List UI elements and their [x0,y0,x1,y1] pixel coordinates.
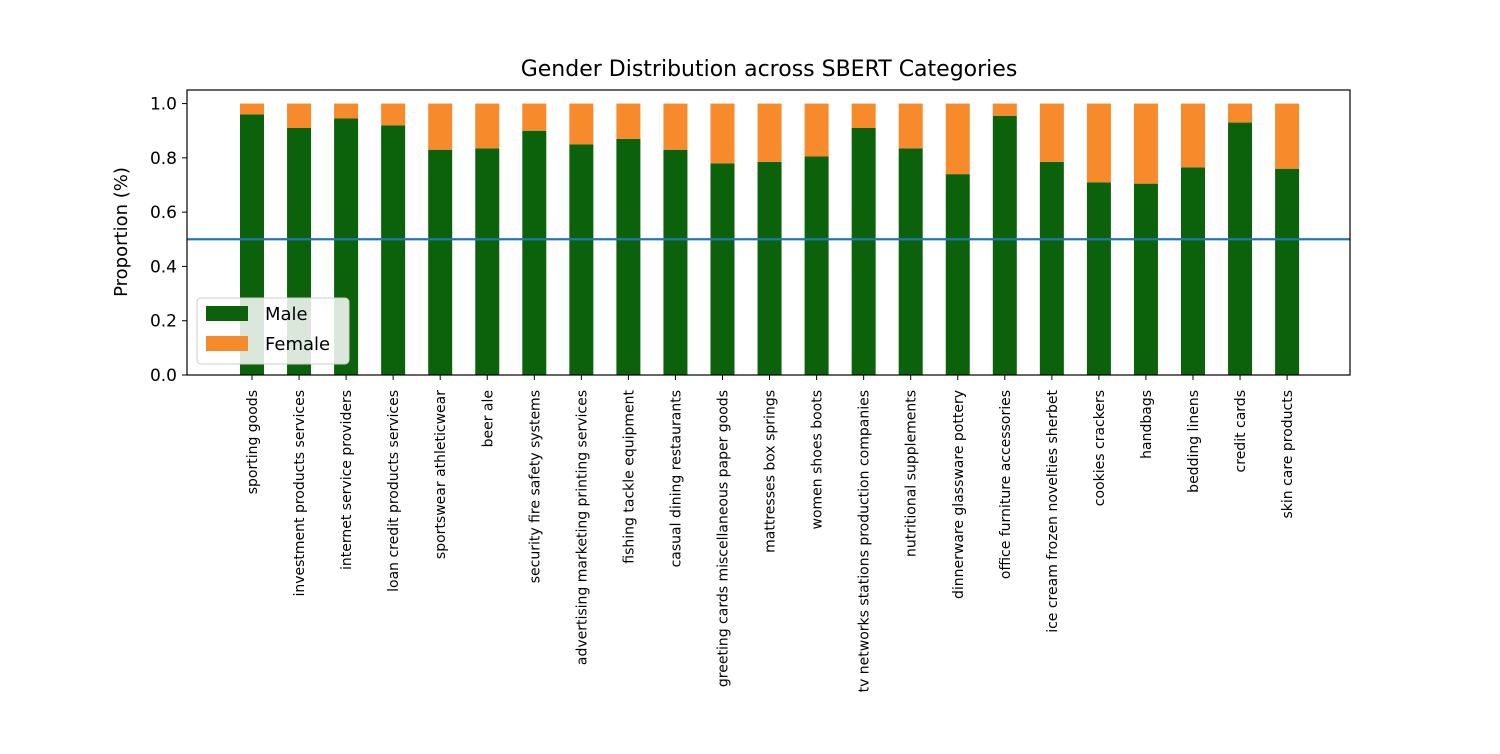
x-tick-label: internet service providers [339,390,355,570]
bar-female [1039,103,1064,162]
x-tick-label: skin care products [1280,390,1296,519]
bar-female [710,103,735,164]
bar-female [475,103,500,149]
bar-female [1086,103,1111,183]
bar-female [522,103,547,131]
x-tick-label: ice cream frozen novelties sherbet [1045,389,1061,632]
bar-female [334,103,359,119]
bar-female [287,103,312,128]
x-tick-label: women shoes boots [810,390,826,529]
x-tick-label: beer ale [480,390,496,447]
bar-female [381,103,406,126]
bar-female [569,103,594,145]
bar-female [616,103,641,139]
x-tick-label: advertising marketing printing services [574,390,590,665]
bar-male [992,115,1017,376]
chart-title: Gender Distribution across SBERT Categor… [521,57,1018,82]
bar-female [757,103,782,162]
bar-male [522,130,547,375]
x-tick-label: tv networks stations production companie… [857,390,873,692]
legend-swatch-male [206,306,248,321]
bar-female [992,103,1017,116]
bar-male [1228,122,1253,375]
plot-area: sporting goods investment products servic… [150,89,1351,692]
bar-female [898,103,923,149]
y-tick-label: 0.6 [150,203,177,223]
y-tick-label: 0.2 [150,312,177,332]
bar-female [663,103,688,150]
bar-male [569,144,594,375]
bar-male [381,125,406,376]
bar-female [945,103,970,175]
bar-female [1228,103,1253,123]
bar-male [1275,168,1300,375]
x-tick-label: casual dining restaurants [668,390,684,567]
bar-male [804,156,829,375]
x-tick-label: office furniture accessories [998,390,1014,579]
x-tick-label: credit cards [1233,390,1249,472]
bar-male [616,138,641,375]
legend: Male Female [196,297,350,365]
bar-male [1181,167,1205,375]
x-tick-label: investment products services [292,390,308,597]
bar-female [1133,103,1158,184]
bar-male [475,148,500,375]
bar-male [428,149,453,375]
y-tick-label: 0.8 [150,149,177,169]
legend-label-male: Male [265,304,308,325]
x-tick-label: security fire safety systems [527,390,543,583]
bar-female [851,103,876,128]
bar-male [851,128,876,375]
x-tick-label: fishing tackle equipment [621,390,637,564]
bar-male [1039,161,1064,375]
bar-female [240,103,264,115]
x-tick-label: sportswear athleticwear [433,390,449,559]
bar-male [757,161,782,375]
x-tick-label: sporting goods [245,390,261,494]
bar-female [428,103,453,150]
legend-swatch-female [206,336,248,351]
bar-female [1275,103,1300,169]
x-tick-label: cookies crackers [1092,390,1108,506]
axes-frame [186,89,1351,376]
legend-label-female: Female [265,334,330,355]
bar-male [663,149,688,375]
x-tick-label: bedding linens [1186,390,1202,493]
y-axis-label: Proportion (%) [111,167,132,297]
y-tick-label: 1.0 [150,95,177,115]
x-tick-label: handbags [1139,390,1155,459]
bar-male [945,174,970,375]
y-tick-label: 0.0 [150,366,177,386]
bar-female [1181,103,1205,168]
bar-male [1133,183,1158,375]
bar-male [1086,182,1111,375]
bar-male [898,148,923,375]
y-tick-label: 0.4 [150,257,177,277]
x-tick-label: nutritional supplements [904,390,920,557]
x-tick-label: dinnerware glassware pottery [951,390,967,599]
bar-male [710,163,735,375]
x-tick-label: mattresses box springs [763,390,779,553]
x-tick-label: greeting cards miscellaneous paper goods [716,390,732,687]
bar-female [804,103,829,157]
x-tick-label: loan credit products services [386,390,402,592]
